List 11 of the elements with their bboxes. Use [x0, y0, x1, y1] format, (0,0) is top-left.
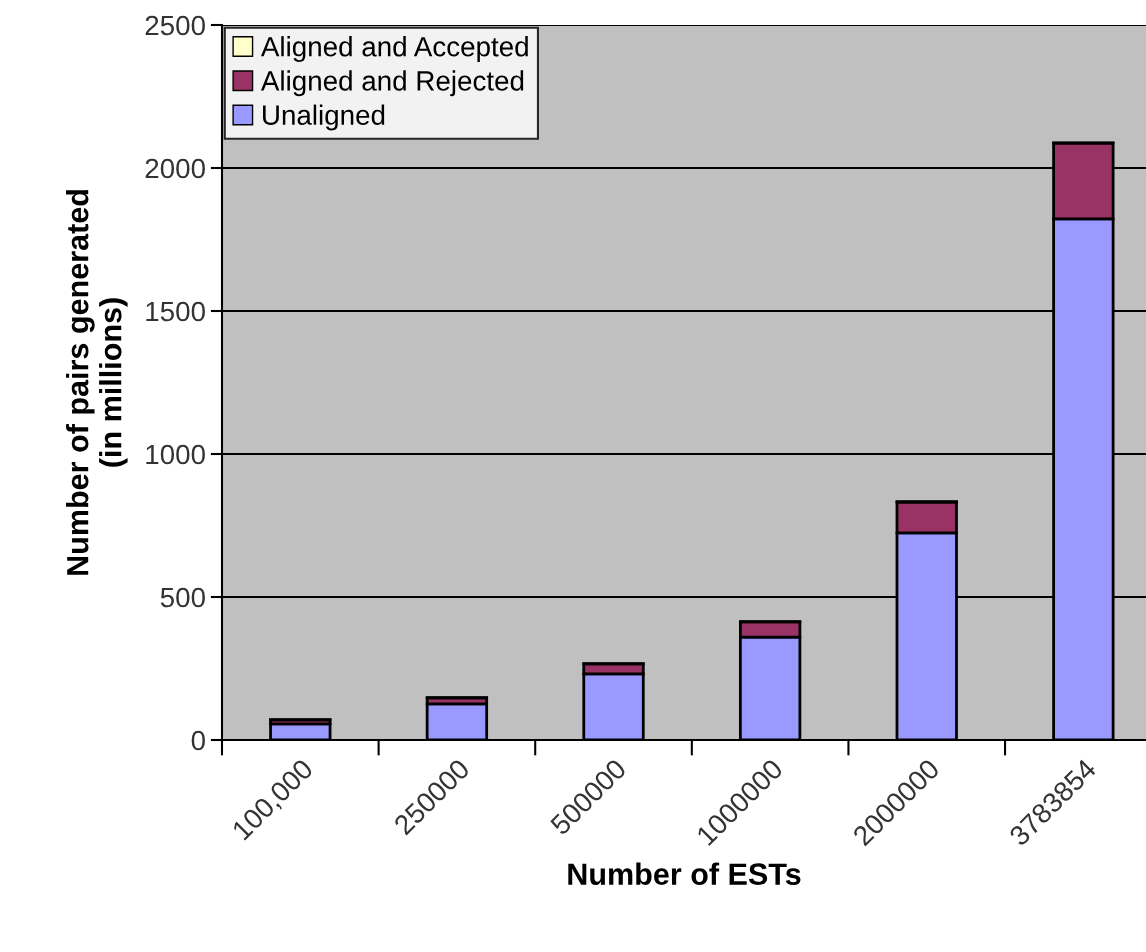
y-tick-label: 2000 — [145, 158, 205, 179]
y-tick-label: 2500 — [145, 15, 205, 36]
y-axis-title: Number of pairs generated (in millions) — [66, 190, 128, 575]
y-tick-label: 1500 — [146, 301, 205, 322]
y-tick-label: 1000 — [146, 444, 205, 465]
y-tick-label: 0 — [191, 730, 205, 751]
legend-label: Aligned and Accepted — [260, 36, 528, 63]
x-axis-title: Number of ESTs — [568, 862, 801, 885]
legend-label: Aligned and Rejected — [260, 70, 524, 97]
y-tick-label: 500 — [160, 587, 205, 608]
legend-label: Unaligned — [263, 104, 385, 131]
